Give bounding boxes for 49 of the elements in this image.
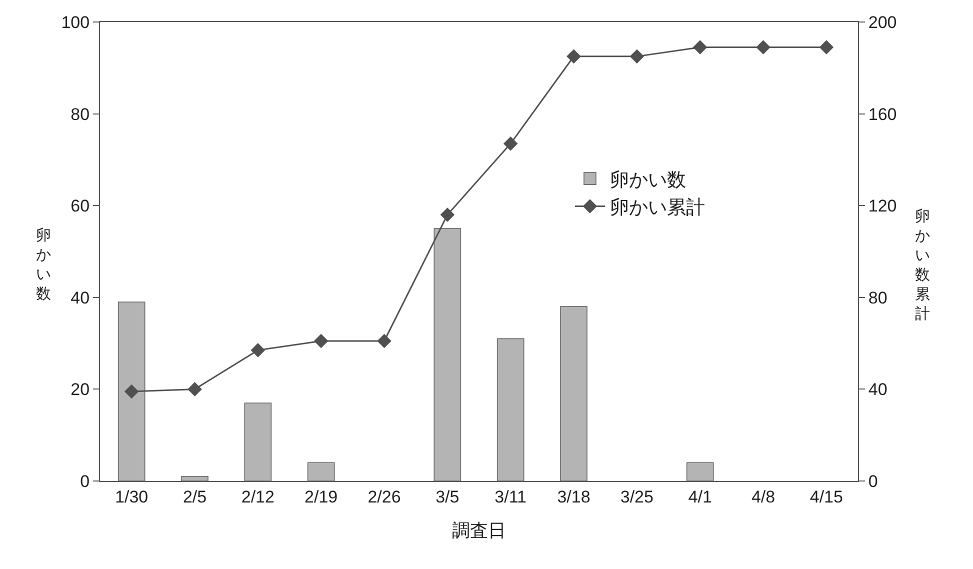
y2-tick-label: 0 xyxy=(868,472,878,491)
x-axis-title: 調査日 xyxy=(452,520,506,540)
y-tick-label: 20 xyxy=(70,380,90,400)
bar xyxy=(244,402,272,481)
point xyxy=(250,343,266,358)
y-tick-label: 40 xyxy=(70,288,90,308)
bar xyxy=(118,302,146,481)
point xyxy=(630,49,644,64)
bar xyxy=(496,338,524,481)
y2-tick-label: 200 xyxy=(868,12,897,32)
point xyxy=(314,334,328,348)
y-tick-label: 80 xyxy=(70,104,90,124)
x-tick-label: 4/8 xyxy=(751,487,776,506)
legend-label: 卵かい累計 xyxy=(610,198,705,219)
point xyxy=(503,136,518,151)
x-tick-label: 3/18 xyxy=(557,487,590,506)
y2-tick-label: 160 xyxy=(868,104,897,124)
x-tick-label: 4/15 xyxy=(810,487,843,506)
y2-tick-label: 80 xyxy=(868,288,888,308)
y2-tick-label: 40 xyxy=(868,380,888,400)
point xyxy=(566,49,581,64)
point xyxy=(819,40,834,54)
bar xyxy=(181,476,208,481)
bar xyxy=(434,228,462,481)
point xyxy=(692,40,708,54)
x-tick-label: 4/1 xyxy=(688,487,712,506)
x-tick-label: 2/26 xyxy=(368,487,401,506)
x-tick-label: 1/30 xyxy=(115,487,148,506)
point xyxy=(377,334,392,348)
point xyxy=(440,208,455,222)
y-tick-label: 0 xyxy=(80,472,90,491)
x-tick-label: 3/11 xyxy=(494,487,526,506)
x-tick-label: 2/5 xyxy=(182,487,207,506)
x-tick-label: 2/12 xyxy=(241,487,274,506)
point xyxy=(756,40,770,54)
y-axis-title: 卵かい数 xyxy=(36,227,51,302)
point xyxy=(188,382,202,396)
bar xyxy=(307,462,335,481)
x-tick-label: 2/19 xyxy=(304,487,338,506)
bar xyxy=(686,462,714,481)
y2-axis-title: 卵かい数累計 xyxy=(915,208,930,322)
point xyxy=(124,384,139,399)
y2-tick-label: 120 xyxy=(868,196,897,216)
y-tick-label: 60 xyxy=(70,196,90,216)
y-tick-label: 100 xyxy=(61,12,90,32)
x-tick-label: 3/25 xyxy=(620,487,654,506)
x-tick-label: 3/5 xyxy=(436,487,460,506)
bar xyxy=(560,306,588,481)
legend-label: 卵かい数 xyxy=(610,170,686,191)
